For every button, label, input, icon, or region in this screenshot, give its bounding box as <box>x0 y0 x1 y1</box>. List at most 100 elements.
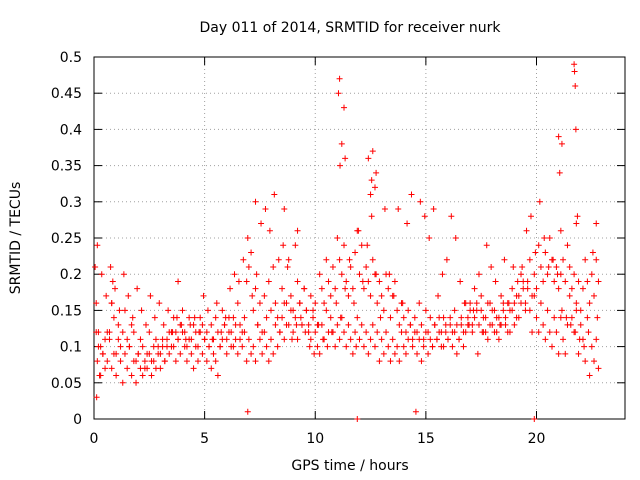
data-point <box>173 314 180 321</box>
data-point <box>197 314 204 321</box>
data-point <box>586 300 593 307</box>
data-point <box>307 292 314 299</box>
data-point <box>110 350 117 357</box>
data-point <box>562 350 569 357</box>
data-point <box>389 336 396 343</box>
data-point <box>146 350 153 357</box>
y-tick-label: 0.4 <box>60 122 82 138</box>
data-point <box>285 256 292 263</box>
data-point <box>573 220 580 227</box>
data-point <box>479 329 486 336</box>
data-point <box>513 292 520 299</box>
y-tick-label: 0.35 <box>51 159 82 175</box>
data-point <box>563 314 570 321</box>
data-point <box>385 285 392 292</box>
data-point <box>558 307 565 314</box>
data-point <box>311 350 318 357</box>
data-point <box>586 372 593 379</box>
data-point <box>557 227 564 234</box>
data-point <box>164 343 171 350</box>
data-point <box>531 292 538 299</box>
data-point <box>249 292 256 299</box>
data-point <box>178 321 185 328</box>
data-point <box>577 321 584 328</box>
data-point <box>129 314 136 321</box>
data-point <box>245 336 252 343</box>
data-point <box>416 300 423 307</box>
y-tick-label: 0 <box>73 412 82 428</box>
data-point <box>420 343 427 350</box>
data-point <box>355 227 362 234</box>
data-point <box>293 321 300 328</box>
data-point <box>141 358 148 365</box>
y-tick-label: 0.25 <box>51 231 82 247</box>
data-point <box>112 285 119 292</box>
data-point <box>526 307 533 314</box>
data-point <box>407 321 414 328</box>
x-tick-label: 15 <box>417 431 435 447</box>
data-point <box>452 235 459 241</box>
data-point <box>336 256 343 263</box>
data-point <box>231 271 238 278</box>
data-point <box>327 292 334 299</box>
data-point <box>445 336 451 343</box>
data-point <box>422 307 429 314</box>
data-point <box>421 213 428 220</box>
data-point <box>533 314 540 321</box>
data-point <box>520 278 527 285</box>
data-point <box>276 329 283 336</box>
data-point <box>329 263 336 270</box>
data-point <box>287 292 294 299</box>
data-point <box>360 343 367 350</box>
data-point <box>126 343 133 350</box>
data-point <box>148 372 155 379</box>
data-point <box>201 336 208 343</box>
data-point <box>345 321 352 328</box>
data-point <box>104 358 111 365</box>
data-point <box>595 278 602 285</box>
data-point <box>186 314 193 321</box>
data-point <box>175 336 182 343</box>
data-point <box>418 358 425 365</box>
data-point <box>394 307 401 314</box>
data-point <box>108 365 115 372</box>
data-point <box>510 263 517 270</box>
data-point <box>151 314 158 321</box>
data-point <box>146 329 153 336</box>
data-point <box>241 329 248 336</box>
data-point <box>492 278 499 285</box>
data-point <box>374 300 381 307</box>
data-point <box>323 256 330 263</box>
data-point <box>115 336 122 343</box>
data-point <box>400 343 407 350</box>
data-point <box>376 358 383 365</box>
data-point <box>183 358 190 365</box>
data-point <box>593 336 600 343</box>
data-point <box>427 314 434 321</box>
data-point <box>135 350 142 357</box>
data-point <box>120 271 127 278</box>
data-point <box>179 329 186 336</box>
data-point <box>337 314 344 321</box>
data-point <box>252 198 259 205</box>
data-point <box>353 343 360 350</box>
data-point <box>572 126 579 133</box>
data-point <box>244 235 251 241</box>
data-point <box>433 336 440 343</box>
data-point <box>323 307 330 314</box>
data-point <box>235 278 242 285</box>
data-point <box>581 343 588 350</box>
data-point <box>221 321 228 328</box>
data-point <box>474 350 481 357</box>
data-point <box>349 285 356 292</box>
data-point <box>466 321 473 328</box>
data-point <box>471 314 478 321</box>
data-point <box>475 321 482 328</box>
data-point <box>297 314 304 321</box>
data-point <box>110 314 117 321</box>
data-point <box>248 249 255 256</box>
data-point <box>576 336 583 343</box>
data-point <box>219 336 226 343</box>
data-point <box>117 358 124 365</box>
